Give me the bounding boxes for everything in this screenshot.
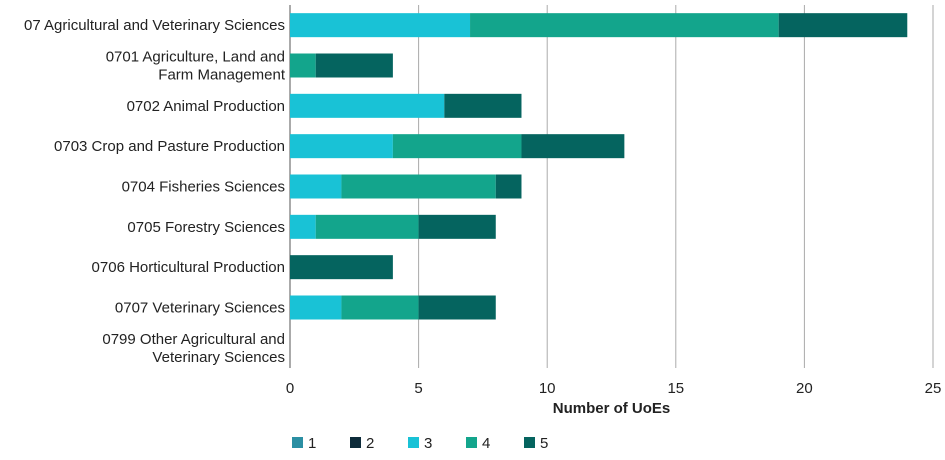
bar-segment <box>521 134 625 159</box>
legend-swatch <box>292 437 303 448</box>
category-label: 0704 Fisheries Sciences <box>122 179 285 196</box>
category-label: 0702 Animal Production <box>127 98 285 115</box>
bar-segment <box>315 214 419 239</box>
bar-segment <box>290 13 471 38</box>
category-label: 07 Agricultural and Veterinary Sciences <box>24 17 285 34</box>
category-label: 0706 Horticultural Production <box>92 259 285 276</box>
bar-segment <box>495 174 522 199</box>
bar-segment <box>444 93 522 118</box>
bar-segment <box>418 295 496 320</box>
legend-label: 2 <box>366 435 374 452</box>
category-label: 0705 Forestry Sciences <box>127 219 285 236</box>
legend-swatch <box>408 437 419 448</box>
legend-label: 3 <box>424 435 432 452</box>
legend-label: 1 <box>308 435 316 452</box>
x-tick-label: 15 <box>667 380 684 397</box>
bar-segment <box>290 53 316 78</box>
category-label: 0799 Other Agricultural and Veterinary Sc… <box>102 331 285 366</box>
category-label: 0703 Crop and Pasture Production <box>54 138 285 155</box>
bar-segment <box>315 53 393 78</box>
bar-segment <box>290 93 445 118</box>
x-tick-label: 5 <box>414 380 422 397</box>
x-tick-label: 0 <box>286 380 294 397</box>
category-label: 0707 Veterinary Sciences <box>115 300 285 317</box>
bar-segment <box>392 134 522 159</box>
bar-segment <box>341 295 419 320</box>
bar-segment <box>418 214 496 239</box>
bar-segment <box>290 174 342 199</box>
x-tick-labels: 0 5 10 15 20 25 <box>286 380 942 397</box>
legend-swatch <box>524 437 535 448</box>
legend-swatch <box>466 437 477 448</box>
bars <box>290 13 908 320</box>
legend: 1 2 3 4 5 <box>292 435 548 452</box>
x-tick-label: 20 <box>796 380 813 397</box>
bar-segment <box>341 174 496 199</box>
bar-segment <box>290 214 316 239</box>
x-axis-title: Number of UoEs <box>553 400 671 417</box>
x-tick-label: 25 <box>925 380 942 397</box>
category-label: 0701 Agriculture, Land and Farm Managemen… <box>106 49 286 84</box>
bar-segment <box>290 295 342 320</box>
bar-segment <box>778 13 908 38</box>
legend-label: 4 <box>482 435 490 452</box>
x-tick-label: 10 <box>539 380 556 397</box>
category-labels: 07 Agricultural and Veterinary Sciences 0… <box>24 17 286 366</box>
bar-segment <box>290 134 393 159</box>
legend-label: 5 <box>540 435 548 452</box>
bar-segment <box>470 13 779 38</box>
legend-swatch <box>350 437 361 448</box>
bar-segment <box>290 255 393 280</box>
